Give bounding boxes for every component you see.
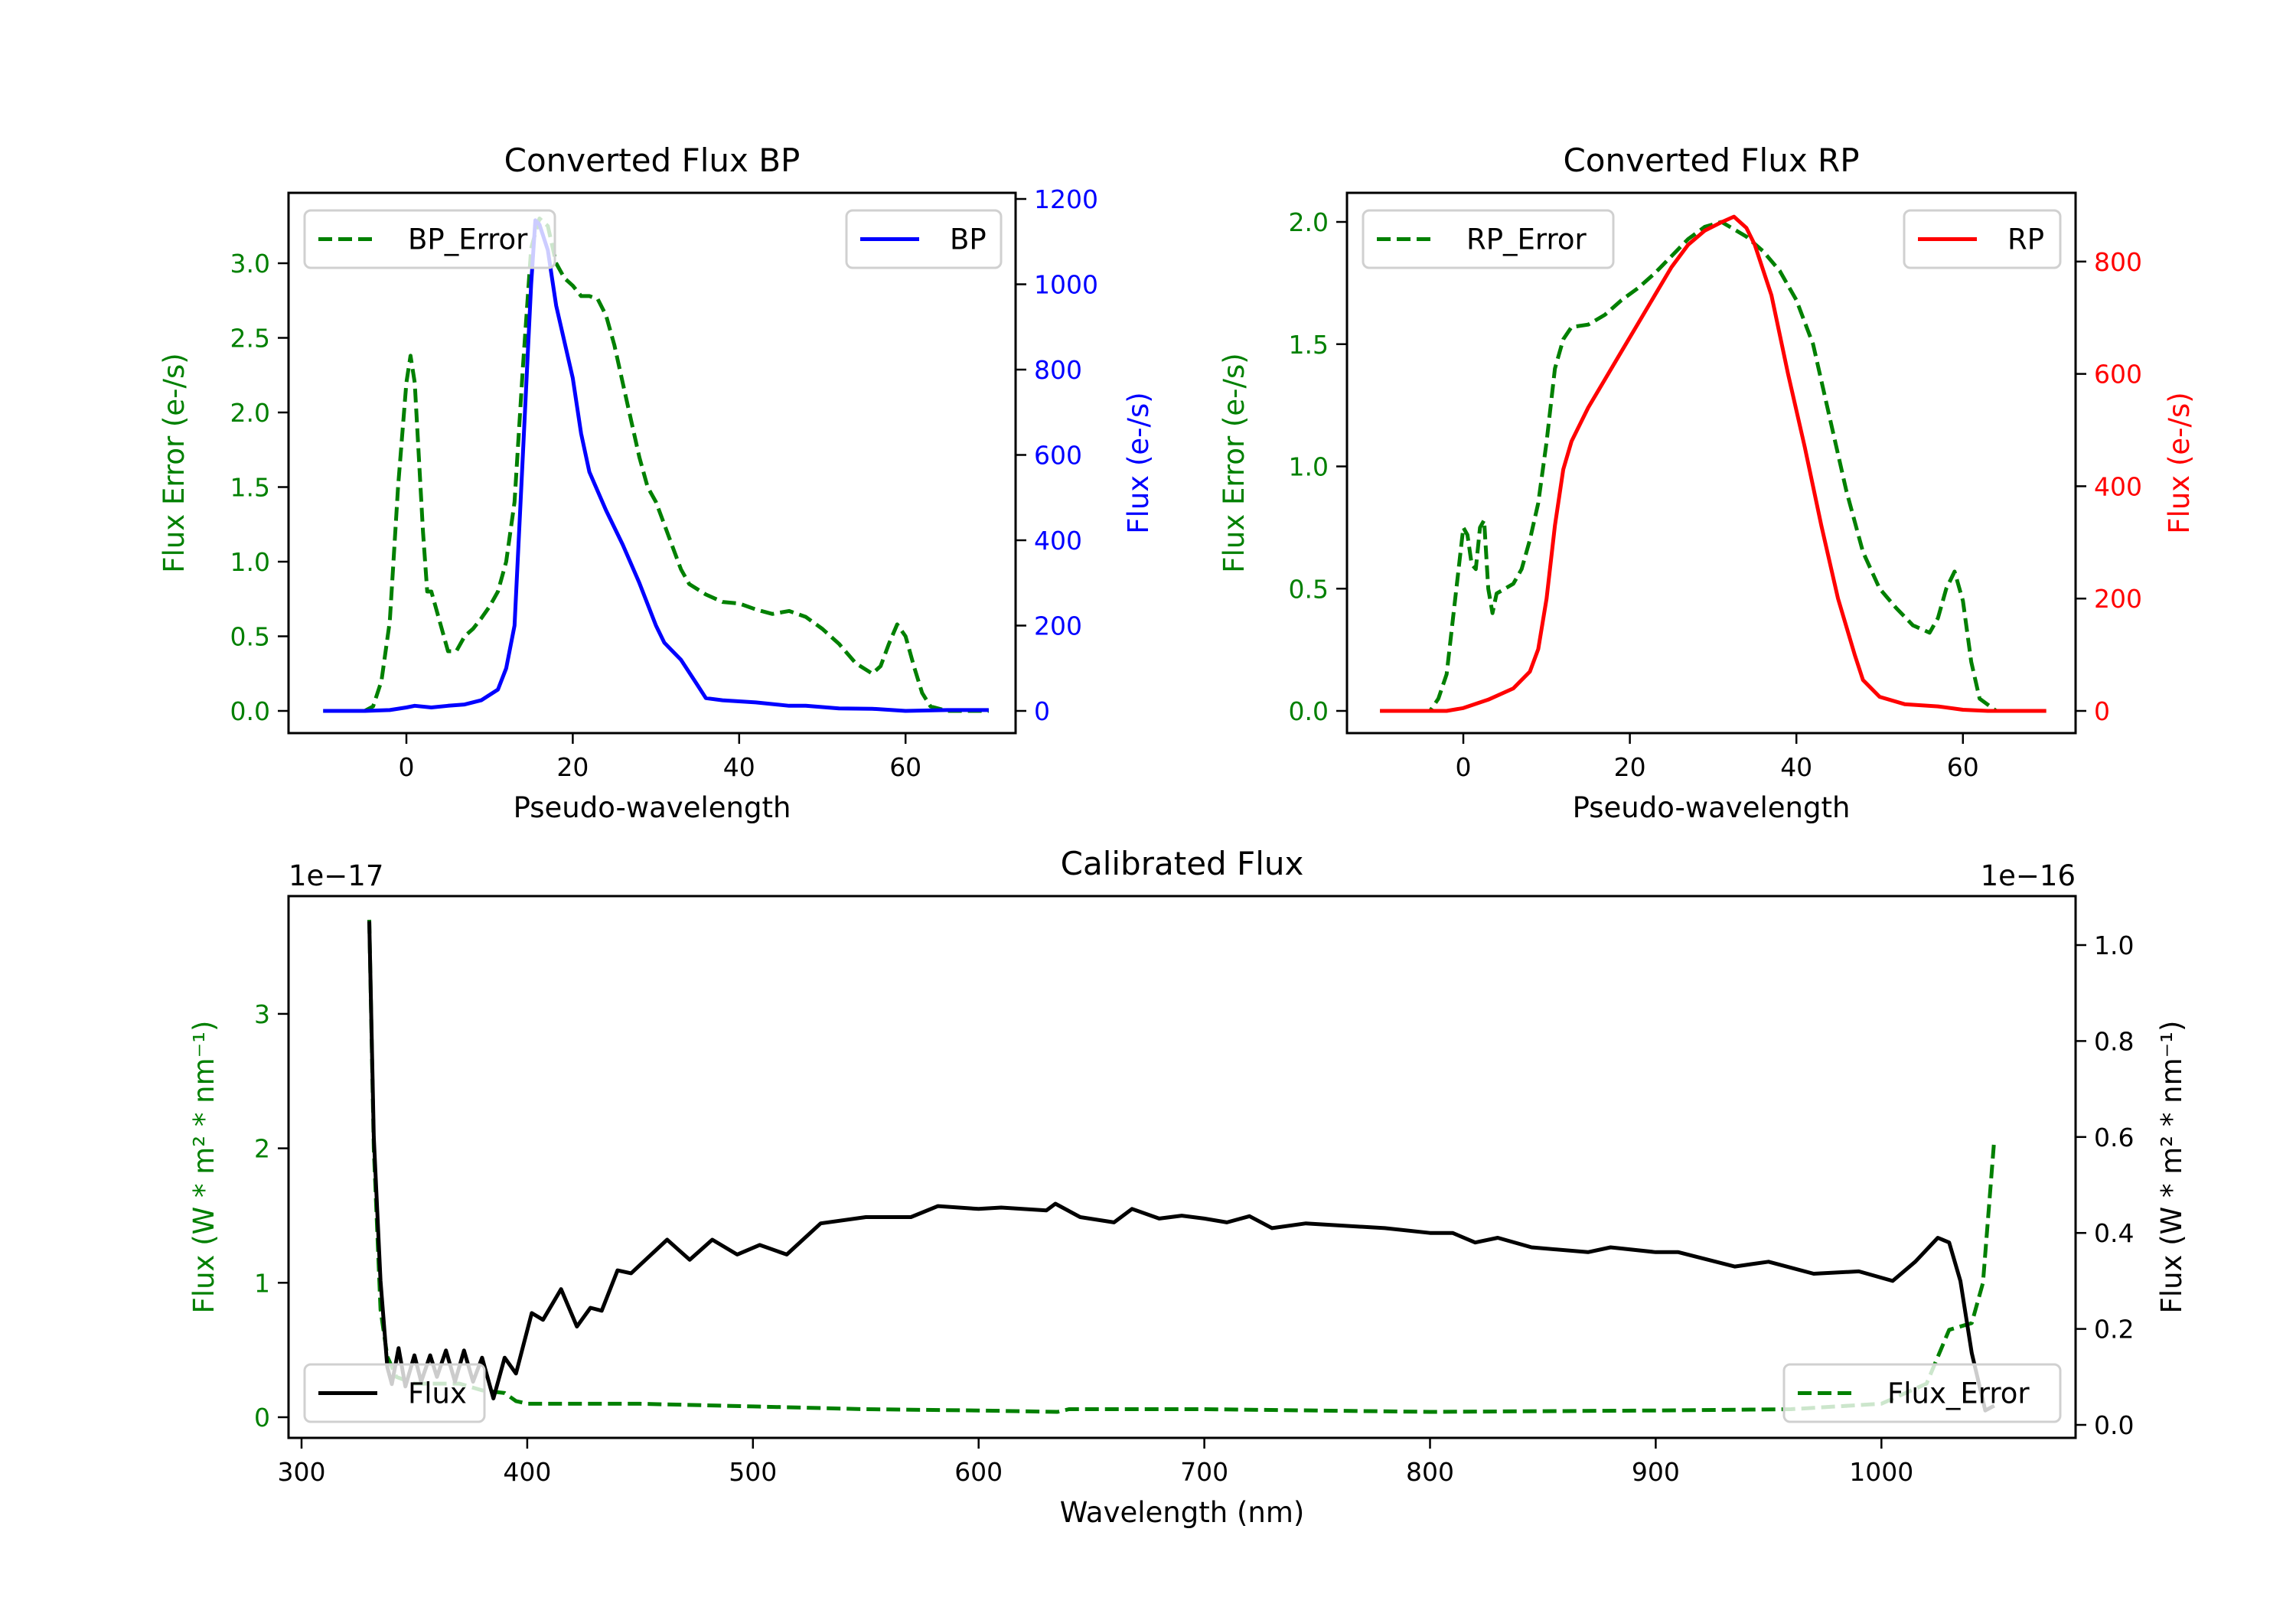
- series-line-rp: [1380, 214, 2047, 713]
- x-tick-label: 1000: [1849, 1457, 1913, 1487]
- legend-label: BP: [950, 223, 987, 256]
- legend-label: RP_Error: [1466, 223, 1587, 256]
- y-left-tick-label: 0.5: [1289, 574, 1329, 604]
- y-left-tick-label: 2.0: [1289, 207, 1329, 237]
- y-left-tick-label: 2.5: [230, 324, 270, 354]
- legend-label: Flux_Error: [1887, 1377, 2030, 1410]
- chart-title: Converted Flux RP: [1563, 142, 1859, 179]
- chart-panel-0: 0 20 40 60 0.0 0.5 1.0 1.5 2.0 2.5 3.0 0 200 400 600 80…: [158, 142, 1155, 824]
- legend-flux_error: Flux_Error: [1782, 1363, 2062, 1423]
- y-left-tick-label: 2: [254, 1134, 270, 1164]
- legend-rp: RP: [1903, 209, 2062, 269]
- y-right-tick-label: 1.0: [2094, 931, 2134, 960]
- series-line-flux_error: [367, 919, 1997, 1414]
- x-tick-label: 0: [1456, 752, 1472, 782]
- y-left-axis-label: Flux Error (e-/s): [1218, 353, 1251, 572]
- y-right-axis-label: Flux (e-/s): [2163, 392, 2196, 533]
- series-line-bp_error: [323, 217, 989, 713]
- y-left-tick-label: 0.0: [230, 696, 270, 726]
- legend-frame: [1903, 209, 2062, 269]
- series-line-rp_error: [1380, 220, 2047, 713]
- y-right-axis-label: Flux (e-/s): [1122, 392, 1155, 533]
- y-left-tick-label: 3: [254, 999, 270, 1029]
- x-tick-label: 20: [1614, 752, 1646, 782]
- y-right-tick-label: 0.8: [2094, 1026, 2134, 1056]
- series-line-bp: [323, 218, 989, 713]
- x-tick-label: 60: [1947, 752, 1979, 782]
- y-left-tick-label: 0.0: [1289, 696, 1329, 726]
- legend-frame: [303, 209, 556, 269]
- y-right-tick-label: 200: [1034, 611, 1082, 641]
- y-left-tick-label: 2.0: [230, 398, 270, 428]
- legend-bp: BP: [845, 209, 1003, 269]
- y-left-tick-label: 1.0: [230, 547, 270, 577]
- y-left-offset-text: 1e−17: [289, 859, 383, 892]
- y-left-axis-label: Flux (W * m² * nm⁻¹): [188, 1021, 220, 1314]
- x-tick-label: 800: [1406, 1457, 1454, 1487]
- x-tick-label: 60: [889, 752, 921, 782]
- y-left-tick-label: 3.0: [230, 249, 270, 279]
- legend-frame: [303, 1363, 486, 1423]
- y-left-tick-label: 1.5: [1289, 330, 1329, 360]
- y-left-tick-label: 1.5: [230, 473, 270, 503]
- y-right-tick-label: 0: [2094, 696, 2110, 726]
- legend-rp_error: RP_Error: [1362, 209, 1615, 269]
- y-right-tick-label: 800: [1034, 355, 1082, 385]
- y-right-tick-label: 400: [1034, 526, 1082, 556]
- y-left-axis-label: Flux Error (e-/s): [158, 353, 191, 572]
- legend-label: Flux: [408, 1377, 467, 1410]
- x-axis-label: Pseudo-wavelength: [1573, 791, 1851, 824]
- axes-frame: [1345, 191, 2077, 735]
- legend-label: BP_Error: [408, 223, 528, 256]
- x-tick-label: 40: [723, 752, 755, 782]
- axes-frame: [287, 895, 2077, 1439]
- y-left-tick-label: 0.5: [230, 622, 270, 652]
- legend-frame: [1782, 1363, 2062, 1423]
- chart-panel-2: 300 400 500 600 700 800 900 1000 0 1 2 3 0.0 0.2 0.4 0.…: [188, 845, 2188, 1529]
- x-axis-label: Pseudo-wavelength: [514, 791, 791, 824]
- legend-label: RP: [2007, 223, 2044, 256]
- y-right-tick-label: 200: [2094, 584, 2142, 614]
- y-right-tick-label: 600: [2094, 360, 2142, 390]
- y-right-tick-label: 400: [2094, 471, 2142, 501]
- x-tick-label: 500: [729, 1457, 777, 1487]
- x-tick-label: 400: [503, 1457, 551, 1487]
- y-right-tick-label: 800: [2094, 247, 2142, 277]
- y-right-tick-label: 0.6: [2094, 1123, 2134, 1152]
- chart-title: Calibrated Flux: [1061, 845, 1304, 882]
- chart-title: Converted Flux BP: [504, 142, 801, 179]
- x-tick-label: 20: [556, 752, 589, 782]
- x-tick-label: 900: [1632, 1457, 1680, 1487]
- legend-bp_error: BP_Error: [303, 209, 556, 269]
- y-left-tick-label: 1: [254, 1268, 270, 1298]
- y-right-tick-label: 600: [1034, 441, 1082, 471]
- x-axis-label: Wavelength (nm): [1060, 1496, 1305, 1529]
- legend-flux: Flux: [303, 1363, 486, 1423]
- y-right-tick-label: 1200: [1034, 184, 1098, 214]
- legend-frame: [1362, 209, 1615, 269]
- x-tick-label: 700: [1180, 1457, 1228, 1487]
- y-left-tick-label: 1.0: [1289, 452, 1329, 482]
- y-right-tick-label: 0.0: [2094, 1410, 2134, 1440]
- y-right-axis-label: Flux (W * m² * nm⁻¹): [2155, 1021, 2188, 1314]
- x-tick-label: 40: [1780, 752, 1812, 782]
- y-right-tick-label: 1000: [1034, 270, 1098, 300]
- axes-frame: [287, 191, 1017, 735]
- y-right-tick-label: 0: [1034, 696, 1050, 726]
- y-right-tick-label: 0.4: [2094, 1218, 2134, 1248]
- chart-panel-1: 0 20 40 60 0.0 0.5 1.0 1.5 2.0 0 200 400 600 800 Conve…: [1218, 142, 2196, 824]
- x-tick-label: 0: [399, 752, 415, 782]
- series-line-flux: [367, 921, 1995, 1413]
- y-right-offset-text: 1e−16: [1981, 859, 2076, 892]
- y-right-tick-label: 0.2: [2094, 1315, 2134, 1345]
- x-tick-label: 600: [954, 1457, 1003, 1487]
- x-tick-label: 300: [278, 1457, 326, 1487]
- y-left-tick-label: 0: [254, 1403, 270, 1433]
- legend-frame: [845, 209, 1003, 269]
